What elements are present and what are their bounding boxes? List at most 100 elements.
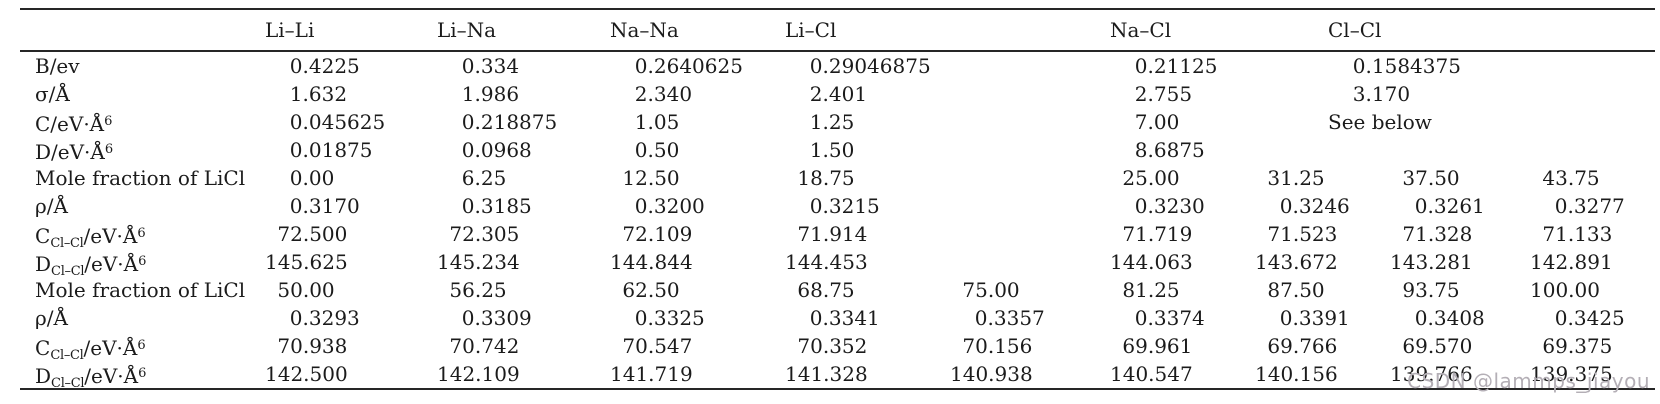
table-cell-empty [1530, 108, 1660, 138]
table-cell: 69.375 [1542, 334, 1613, 358]
table-cell: 0.3261 [1414, 194, 1485, 218]
table-cell: 69.766 [1267, 334, 1338, 358]
label-superscript: 6 [137, 338, 146, 353]
table-body: B/ev 0.4225 0.334 0.2640625 0.29046875 0.2112… [0, 52, 1660, 391]
table-cell: 143.281 [1390, 250, 1473, 274]
table-cell: 0.3374 [1134, 306, 1205, 330]
column-header: Na–Cl [1110, 18, 1172, 42]
table-cell: 0.3215 [809, 194, 880, 218]
table-cell: 0.045625 [289, 110, 386, 134]
column-header: Na–Na [610, 18, 679, 42]
table-cell: 72.305 [449, 222, 520, 246]
table-cell-empty [950, 52, 1110, 80]
label-text: σ/Å [35, 82, 70, 106]
table-cell: 0.3408 [1414, 306, 1485, 330]
table-cell: 70.742 [449, 334, 520, 358]
label-superscript: 6 [104, 114, 113, 129]
table-row: B/ev 0.4225 0.334 0.2640625 0.29046875 0.2112… [0, 52, 1660, 80]
table-cell: 2.340 [634, 82, 693, 106]
table-row: DCl–Cl/eV·Å6 145.625 145.234 144.844 144.453… [0, 248, 1660, 279]
table-cell: 1.50 [809, 138, 855, 162]
table-cell: 142.891 [1530, 250, 1613, 274]
table-cell-empty [950, 80, 1110, 108]
label-text: D/eV·Å [35, 140, 105, 164]
table-cell: 1.632 [289, 82, 348, 106]
table-cell: 0.3357 [974, 306, 1045, 330]
table-cell: 71.523 [1267, 222, 1338, 246]
label-subscript: Cl–Cl [50, 236, 84, 251]
table-cell: 18.75 [797, 166, 855, 190]
label-superscript: 6 [104, 142, 114, 157]
table-cell: 142.109 [437, 362, 520, 386]
table-cell: 6.25 [461, 166, 507, 190]
label-text: B/ev [35, 54, 80, 78]
label-text: C [35, 224, 51, 248]
label-text: ρ/Å [35, 306, 68, 330]
table-cell: 145.625 [265, 250, 348, 274]
row-label: ρ/Å [35, 304, 265, 332]
label-text: /eV·Å [83, 336, 138, 360]
table-header-row: Li–Li Li–Na Na–Na Li–Cl Na–Cl Cl–Cl [0, 10, 1660, 50]
row-label: D/eV·Å6 [35, 136, 265, 166]
table-cell: 141.719 [610, 362, 693, 386]
table-row: Mole fraction of LiCl 50.00 56.25 62.50 68.7… [0, 276, 1660, 304]
table-cell-empty [1530, 136, 1660, 166]
table-cell-empty [950, 136, 1110, 166]
table-cell: 0.3200 [634, 194, 705, 218]
table-cell: 0.00 [289, 166, 335, 190]
table-cell: 1.986 [461, 82, 520, 106]
table-cell: 71.914 [797, 222, 868, 246]
table-cell: 140.938 [950, 362, 1033, 386]
column-header: Cl–Cl [1328, 18, 1382, 42]
table-cell: 8.6875 [1134, 138, 1205, 162]
table-cell: 145.234 [437, 250, 520, 274]
table-cell: 62.50 [622, 278, 680, 302]
table-cell-empty [1530, 80, 1660, 108]
label-text: Mole fraction of LiCl [35, 166, 246, 190]
row-label: CCl–Cl/eV·Å6 [35, 332, 265, 370]
table-cell: 0.3230 [1134, 194, 1205, 218]
label-superscript: 6 [137, 226, 146, 241]
table-cell: See below [1328, 110, 1432, 134]
table-cell: 2.755 [1134, 82, 1193, 106]
table-cell: 1.05 [634, 110, 680, 134]
table-cell: 70.547 [622, 334, 693, 358]
table-cell: 0.01875 [289, 138, 373, 162]
table-cell: 141.328 [785, 362, 868, 386]
label-subscript: Cl–Cl [50, 348, 84, 363]
table-row: D/eV·Å6 0.01875 0.0968 0.50 1.50 8.6875 [0, 136, 1660, 164]
table-cell: 87.50 [1267, 278, 1325, 302]
table-cell: 50.00 [277, 278, 335, 302]
table-cell: 43.75 [1542, 166, 1600, 190]
table-cell: 72.500 [277, 222, 348, 246]
table-cell-empty [1530, 52, 1660, 80]
table-cell: 2.401 [809, 82, 868, 106]
table-cell: 75.00 [962, 278, 1020, 302]
table-cell: 0.1584375 [1352, 54, 1461, 78]
table-cell: 3.170 [1352, 82, 1411, 106]
table-cell: 71.719 [1122, 222, 1193, 246]
table-cell: 0.3309 [461, 306, 532, 330]
label-text: D [35, 364, 52, 388]
table-cell: 0.21125 [1134, 54, 1218, 78]
table-cell: 0.334 [461, 54, 520, 78]
table-cell: 139.766 [1390, 362, 1473, 386]
table-cell: 25.00 [1122, 166, 1180, 190]
table-cell: 0.50 [634, 138, 680, 162]
table-cell: 71.328 [1402, 222, 1473, 246]
table-cell: 0.3391 [1279, 306, 1350, 330]
table-cell: 0.3293 [289, 306, 360, 330]
table-row: Mole fraction of LiCl 0.00 6.25 12.50 18.75 2… [0, 164, 1660, 192]
table-cell: 0.3277 [1554, 194, 1625, 218]
table-row: ρ/Å 0.3293 0.3309 0.3325 0.3341 0.3357 0.3374 0… [0, 304, 1660, 332]
table-cell: 70.156 [962, 334, 1033, 358]
row-label: DCl–Cl/eV·Å6 [35, 360, 265, 398]
table-row: C/eV·Å6 0.045625 0.218875 1.05 1.25 7.00 See b… [0, 108, 1660, 136]
table-cell: 0.29046875 [809, 54, 931, 78]
table-cell: 144.453 [785, 250, 868, 274]
label-superscript: 6 [138, 366, 147, 381]
table-cell: 71.133 [1542, 222, 1613, 246]
table-row: ρ/Å 0.3170 0.3185 0.3200 0.3215 0.3230 0.3246 0… [0, 192, 1660, 220]
table-cell: 81.25 [1122, 278, 1180, 302]
top-rule [20, 8, 1655, 10]
